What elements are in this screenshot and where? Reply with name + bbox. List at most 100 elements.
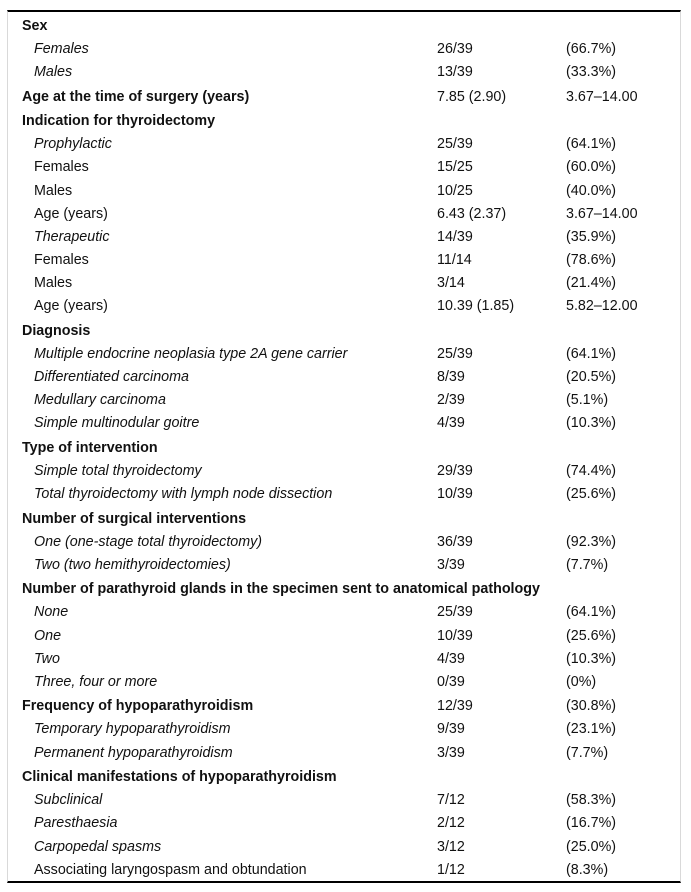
row-label: Total thyroidectomy with lymph node diss… xyxy=(34,486,333,503)
row-label: Two (two hemithyroidectomies) xyxy=(34,556,231,573)
row-value xyxy=(437,437,566,460)
row-percent: (78.6%) xyxy=(566,252,617,269)
row-value: 8/39 xyxy=(437,369,465,386)
table-row: Type of intervention xyxy=(22,437,680,460)
table-row: Temporary hypoparathyroidism 9/39 (23.1%) xyxy=(22,718,680,741)
row-percent: (92.3%) xyxy=(566,533,617,550)
row-value: 25/39 xyxy=(437,604,473,621)
row-value: 3/39 xyxy=(437,556,465,573)
characteristics-table: Sex Females 26/39 (66.7%) Males 13/39 (33.3%) A… xyxy=(7,10,681,883)
table-row: Paresthaesia 2/12 (16.7%) xyxy=(22,812,680,835)
row-value: 3/14 xyxy=(437,275,465,292)
row-percent: (7.7%) xyxy=(566,556,609,573)
table-row: Multiple endocrine neoplasia type 2A gen… xyxy=(22,343,680,366)
table-row: Therapeutic 14/39 (35.9%) xyxy=(22,226,680,249)
row-label: Frequency of hypoparathyroidism xyxy=(22,698,254,715)
row-percent xyxy=(566,320,680,343)
row-percent: (0%) xyxy=(566,673,597,690)
row-percent xyxy=(566,766,680,789)
row-value: 7/12 xyxy=(437,792,465,809)
row-label: Simple total thyroidectomy xyxy=(34,463,202,480)
row-percent: (20.5%) xyxy=(566,369,617,386)
row-percent: (40.0%) xyxy=(566,182,617,199)
row-value: 4/39 xyxy=(437,650,465,667)
row-label: Prophylactic xyxy=(34,136,112,153)
row-percent: (16.7%) xyxy=(566,815,617,832)
row-percent: (23.1%) xyxy=(566,721,617,738)
row-label: Indication for thyroidectomy xyxy=(22,113,216,130)
table-row: Frequency of hypoparathyroidism 12/39 (30.… xyxy=(22,695,680,718)
table-row: Number of parathyroid glands in the spec… xyxy=(22,578,680,601)
row-label: Females xyxy=(34,159,89,176)
row-label: Three, four or more xyxy=(34,673,158,690)
row-percent: (64.1%) xyxy=(566,604,617,621)
row-value: 15/25 xyxy=(437,159,473,176)
row-label: Age at the time of surgery (years) xyxy=(22,88,250,105)
table-row: Subclinical 7/12 (58.3%) xyxy=(22,789,680,812)
row-value: 12/39 xyxy=(437,698,473,715)
row-label: Therapeutic xyxy=(34,228,110,245)
row-value: 2/12 xyxy=(437,815,465,832)
row-percent xyxy=(566,110,680,133)
row-label: Males xyxy=(34,64,73,81)
row-value xyxy=(437,320,566,343)
table-row: Total thyroidectomy with lymph node diss… xyxy=(22,483,680,506)
row-label: Associating laryngospasm and obtundation xyxy=(34,861,307,878)
row-label: Diagnosis xyxy=(22,322,91,339)
row-value: 10/25 xyxy=(437,182,473,199)
row-percent: (66.7%) xyxy=(566,41,617,58)
table-row: Females 11/14 (78.6%) xyxy=(22,249,680,272)
row-value: 3/12 xyxy=(437,838,465,855)
table-row: Number of surgical interventions xyxy=(22,508,680,531)
row-label: None xyxy=(34,604,69,621)
row-percent: 3.67–14.00 xyxy=(566,205,638,222)
table-row: Age (years) 6.43 (2.37) 3.67–14.00 xyxy=(22,203,680,226)
row-value: 9/39 xyxy=(437,721,465,738)
row-value: 13/39 xyxy=(437,64,473,81)
row-value: 2/39 xyxy=(437,392,465,409)
row-label: Two xyxy=(34,650,60,667)
table-row: Age (years) 10.39 (1.85) 5.82–12.00 xyxy=(22,295,680,318)
row-value: 10.39 (1.85) xyxy=(437,298,515,315)
row-percent: (25.6%) xyxy=(566,486,617,503)
row-percent: (8.3%) xyxy=(566,861,609,878)
row-value: 11/14 xyxy=(437,252,472,269)
row-value: 6.43 (2.37) xyxy=(437,205,507,222)
table-row: Simple multinodular goitre 4/39 (10.3%) xyxy=(22,412,680,435)
table-row: Diagnosis xyxy=(22,320,680,343)
row-percent: (60.0%) xyxy=(566,159,617,176)
row-percent: (25.6%) xyxy=(566,627,617,644)
table-row: Permanent hypoparathyroidism 3/39 (7.7%) xyxy=(22,742,680,765)
row-value xyxy=(437,15,566,38)
row-label: Age (years) xyxy=(34,205,108,222)
table-row: Males 3/14 (21.4%) xyxy=(22,272,680,295)
table-row: Females 15/25 (60.0%) xyxy=(22,156,680,179)
table-row: Females 26/39 (66.7%) xyxy=(22,38,680,61)
row-percent: (25.0%) xyxy=(566,838,617,855)
table-row: Simple total thyroidectomy 29/39 (74.4%) xyxy=(22,460,680,483)
row-percent: 3.67–14.00 xyxy=(566,88,638,105)
table-row: Differentiated carcinoma 8/39 (20.5%) xyxy=(22,366,680,389)
table-row: Two 4/39 (10.3%) xyxy=(22,648,680,671)
row-label: Differentiated carcinoma xyxy=(34,369,189,386)
row-label: Clinical manifestations of hypoparathyro… xyxy=(22,769,337,785)
table-row: Males 10/25 (40.0%) xyxy=(22,180,680,203)
row-percent: 5.82–12.00 xyxy=(566,298,638,315)
row-value: 10/39 xyxy=(437,486,473,503)
row-value xyxy=(437,508,566,531)
table-row: Medullary carcinoma 2/39 (5.1%) xyxy=(22,389,680,412)
row-percent xyxy=(566,437,680,460)
row-value: 29/39 xyxy=(437,463,473,480)
row-value xyxy=(437,578,566,601)
row-percent: (5.1%) xyxy=(566,392,609,409)
row-label: Multiple endocrine neoplasia type 2A gen… xyxy=(34,345,348,362)
row-value xyxy=(437,110,566,133)
table-row: Three, four or more 0/39 (0%) xyxy=(22,671,680,694)
row-label: Number of parathyroid glands in the spec… xyxy=(22,581,540,598)
row-label: Age (years) xyxy=(34,298,108,315)
row-label: Paresthaesia xyxy=(34,815,118,832)
row-value: 26/39 xyxy=(437,41,473,58)
row-label: Females xyxy=(34,252,89,269)
table-row: Age at the time of surgery (years) 7.85 (… xyxy=(22,86,680,109)
row-value: 10/39 xyxy=(437,627,473,644)
